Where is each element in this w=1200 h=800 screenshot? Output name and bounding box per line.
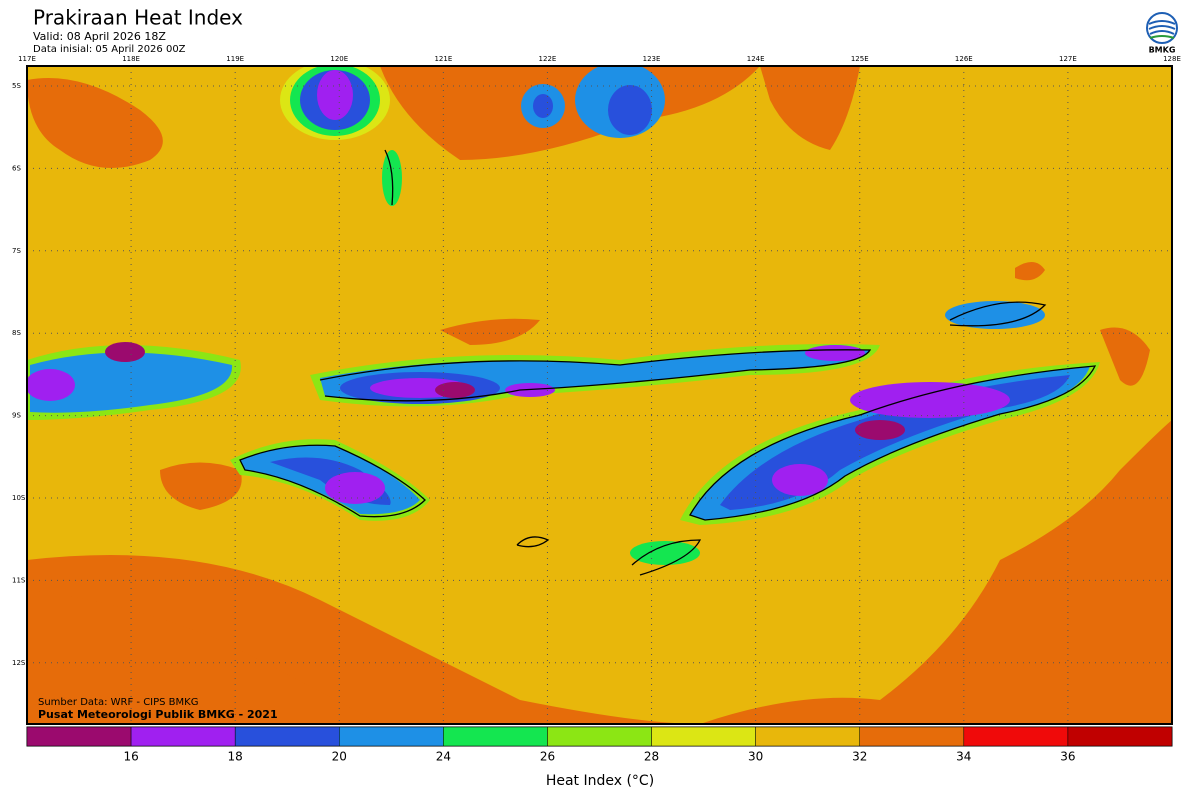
colorbar-tick-label: 30 (748, 750, 763, 764)
colorbar-label: Heat Index (°C) (546, 773, 654, 789)
lon-label: 127E (1059, 55, 1077, 63)
colorbar-segment (130, 726, 236, 747)
colorbar-segment (339, 726, 444, 747)
lon-label: 122E (539, 55, 557, 63)
colorbar-tick-label: 16 (123, 750, 138, 764)
colorbar-segment (26, 726, 132, 747)
logo-text: BMKG (1149, 46, 1176, 55)
colorbar-segment (755, 726, 860, 747)
colorbar-segment (443, 726, 548, 747)
lon-label: 126E (955, 55, 973, 63)
lon-label: 119E (226, 55, 244, 63)
colorbar-tick-label: 26 (540, 750, 555, 764)
lat-label: 10S (12, 494, 26, 502)
lon-label: 121E (434, 55, 452, 63)
lon-label: 118E (122, 55, 140, 63)
colorbar-segment (234, 726, 340, 747)
logo: BMKG (1146, 12, 1178, 55)
lon-label: 120E (330, 55, 348, 63)
lon-label: 117E (18, 55, 36, 63)
colorbar-segment (859, 726, 965, 747)
colorbar-segment (547, 726, 652, 747)
heat-map: Sumber Data: WRF - CIPS BMKG Pusat Meteo… (27, 66, 1172, 724)
source-text: Sumber Data: WRF - CIPS BMKG (38, 697, 198, 708)
coastlines (239, 149, 1097, 576)
lat-label: 7S (12, 247, 21, 255)
colorbar-segment (651, 726, 756, 747)
lon-label: 123E (643, 55, 661, 63)
colorbar-tick-label: 28 (644, 750, 659, 764)
init-time: Data inisial: 05 April 2026 00Z (33, 44, 186, 55)
colorbar-tick-label: 24 (436, 750, 451, 764)
lat-label: 6S (12, 164, 21, 172)
colorbar-tick-label: 36 (1060, 750, 1075, 764)
lat-label: 5S (12, 82, 21, 90)
colorbar-tick-label: 34 (956, 750, 971, 764)
credit-text: Pusat Meteorologi Publik BMKG - 2021 (38, 708, 278, 721)
lat-label: 11S (12, 576, 26, 584)
lat-label: 12S (12, 659, 26, 667)
lon-label: 125E (851, 55, 869, 63)
lat-label: 9S (12, 412, 21, 420)
lon-label: 124E (747, 55, 765, 63)
colorbar-tick-label: 18 (228, 750, 243, 764)
colorbar-segment (1067, 726, 1173, 747)
map-frame (26, 65, 1173, 725)
title: Prakiraan Heat Index (33, 6, 243, 30)
lon-label: 128E (1163, 55, 1181, 63)
colorbar-segment (963, 726, 1069, 747)
valid-time: Valid: 08 April 2026 18Z (33, 30, 166, 43)
land-blobs (27, 66, 1100, 565)
colorbar-tick-label: 20 (332, 750, 347, 764)
colorbar-tick-label: 32 (852, 750, 867, 764)
lat-label: 8S (12, 329, 21, 337)
